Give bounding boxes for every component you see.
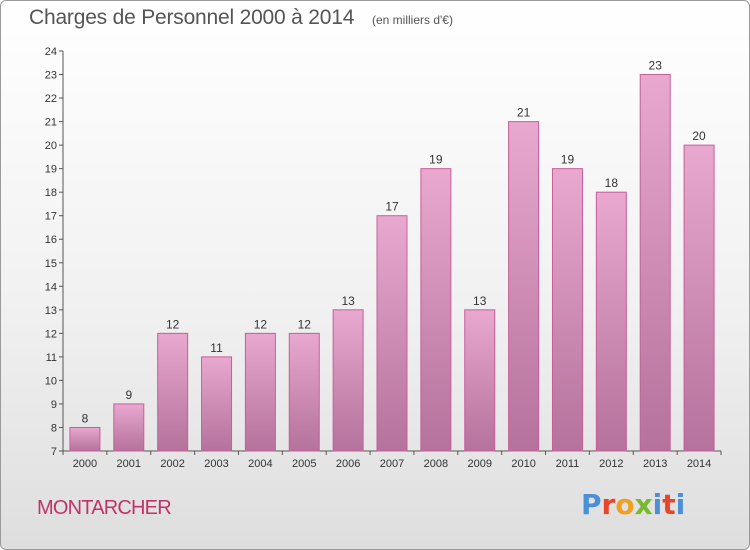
logo-letter: i [675, 488, 686, 521]
x-tick-label: 2007 [380, 458, 404, 470]
y-tick-label: 17 [45, 211, 57, 223]
logo-letter: i [652, 488, 663, 521]
bar-value-label: 13 [341, 294, 355, 308]
y-tick-label: 14 [45, 281, 57, 293]
y-tick-label: 12 [45, 328, 57, 340]
bar-value-label: 18 [605, 176, 619, 190]
bar [201, 356, 233, 452]
y-tick-label: 10 [45, 375, 57, 387]
bar [551, 168, 583, 452]
x-tick-label: 2011 [556, 458, 580, 470]
bar [420, 168, 452, 452]
bar-value-label: 12 [166, 317, 180, 331]
y-tick-label: 20 [45, 140, 57, 152]
y-tick-label: 16 [45, 234, 57, 246]
bar-value-label: 23 [649, 59, 663, 73]
x-tick-label: 2008 [424, 458, 448, 470]
y-tick-label: 15 [45, 258, 57, 270]
bar-value-label: 19 [561, 153, 575, 167]
x-tick-label: 2000 [73, 458, 97, 470]
x-tick-label: 2005 [292, 458, 316, 470]
y-tick-label: 7 [51, 446, 57, 458]
logo-letter: t [662, 488, 676, 521]
logo-letter: r [601, 488, 616, 521]
x-tick-label: 2010 [511, 458, 535, 470]
x-tick-label: 2006 [336, 458, 360, 470]
bar [157, 332, 189, 452]
y-tick-label: 8 [51, 422, 57, 434]
bar [113, 403, 145, 452]
bar [683, 144, 715, 452]
bar [508, 121, 540, 452]
logo-letter: x [634, 488, 653, 521]
bar [244, 332, 276, 452]
y-tick-label: 9 [51, 399, 57, 411]
chart-labels: 8 2000 9 2001 12 2002 11 2003 12 2004 12 2005 13 2006… [73, 59, 712, 470]
x-tick-label: 2012 [599, 458, 623, 470]
y-tick-label: 18 [45, 187, 57, 199]
y-tick-label: 24 [45, 46, 57, 58]
x-tick-label: 2013 [643, 458, 667, 470]
y-tick-label: 11 [46, 352, 57, 364]
y-tick-label: 23 [45, 70, 57, 82]
x-tick-label: 2002 [160, 458, 184, 470]
bar-value-label: 19 [429, 153, 443, 167]
proxiti-logo[interactable]: Proxiti [581, 488, 685, 521]
bar-value-label: 12 [254, 317, 268, 331]
bar-value-label: 20 [692, 129, 706, 143]
logo-letter: P [581, 488, 602, 521]
chart-unit: (en milliers d'€) [372, 13, 453, 27]
y-tick-label: 22 [45, 93, 57, 105]
commune-name: MONTARCHER [37, 497, 172, 519]
bar-value-label: 11 [210, 341, 223, 355]
y-tick-label: 13 [45, 305, 57, 317]
bar [332, 309, 364, 452]
bar [288, 332, 320, 452]
bar-value-label: 17 [385, 200, 399, 214]
bar [464, 309, 496, 452]
bar [69, 426, 101, 452]
chart-title: Charges de Personnel 2000 à 2014 [29, 6, 355, 29]
bar [595, 191, 627, 452]
logo-letter: o [615, 488, 635, 521]
bar [376, 215, 408, 452]
bar-value-label: 12 [298, 317, 312, 331]
bar-value-label: 9 [125, 388, 132, 402]
x-tick-label: 2004 [248, 458, 272, 470]
bar [639, 74, 671, 452]
chart-bars [69, 74, 715, 452]
y-tick-label: 21 [45, 117, 57, 129]
x-tick-label: 2003 [204, 458, 228, 470]
x-tick-label: 2001 [117, 458, 141, 470]
bar-value-label: 21 [517, 106, 531, 120]
bar-value-label: 13 [473, 294, 487, 308]
x-tick-label: 2014 [687, 458, 711, 470]
x-tick-label: 2009 [467, 458, 491, 470]
y-tick-label: 19 [45, 164, 57, 176]
bar-value-label: 8 [82, 411, 89, 425]
